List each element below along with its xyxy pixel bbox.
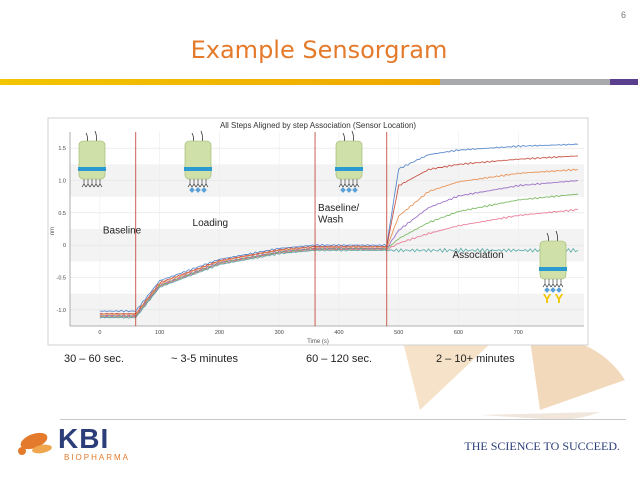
x-tick-label: 100 — [155, 330, 164, 336]
y-tick-label: 1.5 — [58, 146, 66, 152]
y-tick-label: -0.5 — [57, 276, 66, 282]
duration-baseline: 30 – 60 sec. — [64, 353, 124, 365]
step-boundary-layer — [135, 132, 388, 326]
sensor-body — [335, 140, 363, 180]
antibody-mark — [558, 279, 564, 288]
antibody-mark — [554, 279, 560, 288]
sensor-icon-baseline — [78, 130, 106, 188]
logo-leaf-icon — [18, 432, 52, 455]
duration-association: 2 – 10+ minutes — [436, 353, 515, 365]
antibody-mark — [89, 179, 95, 188]
series-line — [99, 208, 579, 319]
series-layer — [99, 143, 579, 319]
step-annotation-label: Baseline/ — [318, 203, 359, 214]
slide-title: Example Sensorgram — [190, 36, 448, 64]
sensor-band — [184, 167, 212, 171]
x-tick-label: 200 — [215, 330, 224, 336]
annotation-layer: Baseline Loading Baseline/Wash Association — [103, 203, 504, 261]
x-tick-label: 0 — [98, 330, 101, 336]
antibody-mark — [187, 179, 193, 188]
antibody-letters: Y Y — [543, 291, 564, 306]
series-line — [99, 180, 579, 317]
step-annotation-label: Baseline — [103, 226, 142, 237]
sensor-icon-wash — [335, 130, 363, 193]
title-bar-gray-segment — [440, 79, 610, 85]
antibody-mark — [346, 179, 352, 188]
step-annotation-label: Loading — [193, 218, 229, 229]
antibody-mark — [195, 179, 201, 188]
sensor-body — [184, 140, 212, 180]
y-tick-label: -1.0 — [57, 308, 66, 314]
kbi-logo: KBI BIOPHARMA — [14, 423, 154, 465]
series-line — [99, 143, 579, 313]
antigen-mark — [556, 287, 562, 293]
antigen-mark — [352, 187, 358, 193]
antibody-mark — [354, 179, 360, 188]
series-line — [99, 155, 579, 315]
antibody-mark — [85, 179, 91, 188]
logo-subtext: BIOPHARMA — [64, 453, 131, 462]
y-tick-label: 0.5 — [58, 211, 66, 217]
title-underline-bar — [0, 76, 638, 88]
slide-number: 6 — [620, 10, 626, 20]
y-axis-label: nm — [50, 227, 56, 235]
antigen-mark — [346, 187, 352, 193]
series-line — [99, 168, 579, 316]
antibody-mark — [550, 279, 556, 288]
x-tick-label: 300 — [275, 330, 284, 336]
sensor-icon-association: Y Y — [539, 230, 567, 306]
antigen-mark — [340, 187, 346, 193]
sensor-band — [78, 167, 106, 171]
antigen-mark — [201, 187, 207, 193]
footer-divider — [60, 419, 626, 420]
antibody-mark — [97, 179, 103, 188]
step-annotation-label: Wash — [318, 215, 343, 226]
antigen-mark — [195, 187, 201, 193]
chart-title: All Steps Aligned by step Association (S… — [220, 121, 416, 130]
series-line — [99, 247, 579, 319]
x-axis-label: Time (s) — [307, 339, 329, 345]
x-tick-label: 700 — [514, 330, 523, 336]
antigen-mark — [189, 187, 195, 193]
y-tick-label: 0 — [63, 243, 66, 249]
axis-layer: 0 100 200 300 400 500 600 700 1.5 1.0 0.5 0 -0.5 -1.0 — [57, 132, 584, 336]
antibody-mark — [93, 179, 99, 188]
antibody-mark — [191, 179, 197, 188]
sensor-icon-loading — [184, 130, 212, 193]
antibody-mark — [81, 179, 87, 188]
antigen-mark — [544, 287, 550, 293]
sensor-body — [539, 240, 567, 280]
duration-loading: ~ 3-5 minutes — [171, 353, 238, 365]
logo-text: KBI — [58, 423, 110, 454]
sensor-band — [539, 267, 567, 271]
sensor-icon-layer: Y Y — [78, 130, 567, 306]
antibody-mark — [338, 179, 344, 188]
antibody-mark — [342, 179, 348, 188]
tagline: THE SCIENCE TO SUCCEED. — [464, 439, 620, 453]
x-tick-label: 500 — [394, 330, 403, 336]
duration-wash: 60 – 120 sec. — [306, 353, 373, 365]
step-annotation-label: Association — [453, 250, 504, 261]
x-tick-label: 600 — [454, 330, 463, 336]
antibody-mark — [546, 279, 552, 288]
series-line — [99, 193, 579, 318]
antibody-mark — [350, 179, 356, 188]
antibody-mark — [542, 279, 548, 288]
y-tick-label: 1.0 — [58, 179, 66, 185]
title-bar-purple-segment — [610, 79, 638, 85]
grid-layer — [70, 132, 584, 326]
antigen-mark — [550, 287, 556, 293]
sensor-band — [335, 167, 363, 171]
x-tick-label: 400 — [334, 330, 343, 336]
antibody-mark — [203, 179, 209, 188]
sensor-body — [78, 140, 106, 180]
title-bar-yellow-segment — [0, 79, 440, 85]
antibody-mark — [199, 179, 205, 188]
